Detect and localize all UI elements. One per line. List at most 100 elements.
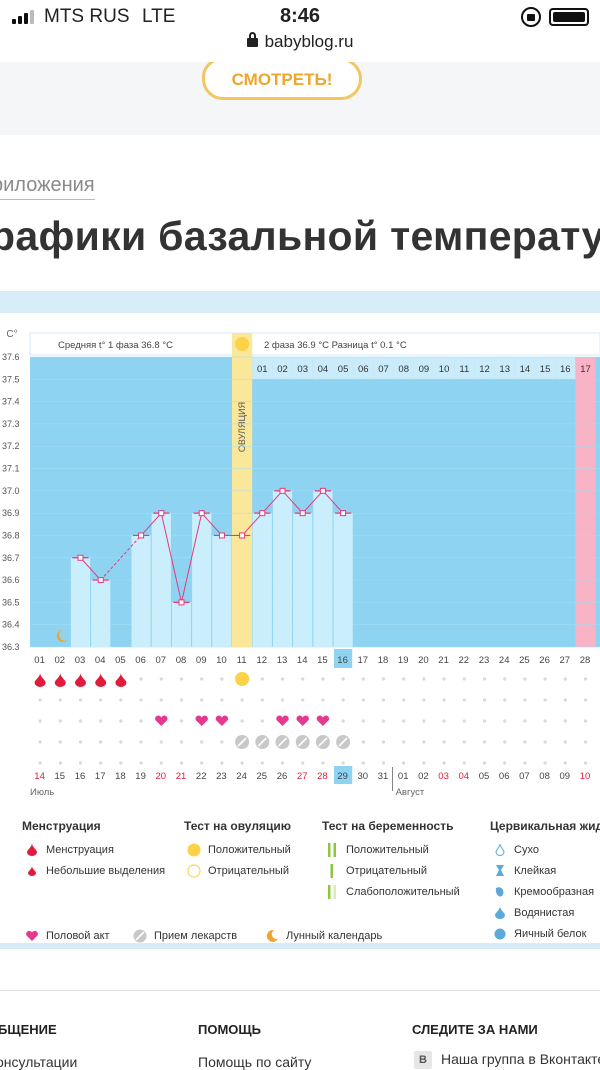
legend-item: Положительный [322,839,460,860]
footer-heading: СЛЕДИТЕ ЗА НАМИ [412,1022,538,1037]
legend-label: Отрицательный [346,864,427,877]
grid-dot [583,761,588,765]
cycle-day-label: 05 [115,655,126,666]
pill-stripe [237,737,247,747]
legend-label: Лунный календарь [286,929,383,942]
phase2-day-label: 13 [499,364,510,375]
phase2-day-label: 14 [520,364,531,375]
calendar-date-label: 21 [176,771,187,782]
grid-dot [139,740,143,744]
grid-dot [442,698,446,702]
cycle-day-label: 18 [378,655,389,666]
calendar-date-label: 27 [297,771,308,782]
temperature-bar [252,513,272,647]
chart-top-band [0,291,600,313]
phase2-day-label: 12 [479,364,490,375]
y-tick-label: 37.5 [2,374,20,384]
legend-label: Прием лекарств [154,929,238,942]
single-stripe-icon [322,863,342,878]
grid-dot [361,740,365,744]
legend-item: Отрицательный [322,860,460,881]
legend-pregnancy-title: Тест на беременность [322,819,454,833]
phase2-day-cell [555,357,576,379]
phase2-day-cell [333,357,354,379]
cycle-day-label: 02 [55,655,66,666]
grid-dot [503,677,507,681]
ovulation-test-icon [235,672,250,686]
calendar-date-label: 10 [580,771,591,782]
calendar-date-label: 06 [499,771,510,782]
grid-dot [563,719,567,723]
phase2-day-label: 09 [419,364,430,375]
promo-banner: СМОТРЕТЬ! [0,62,600,135]
temperature-point [299,510,306,517]
sticky-icon [490,864,510,877]
legend-label: Положительный [208,843,291,856]
drop-icon [95,673,107,687]
grid-dot [38,698,42,702]
grid-dot [402,719,406,723]
weak-stripe-icon [322,884,342,899]
carrier-label: MTS RUS [44,6,130,27]
footer-link-label: Наша группа в Вконтакте [441,1051,600,1067]
phase2-day-cell [494,357,515,379]
footer-link[interactable]: онсультации [0,1054,78,1070]
footer-link[interactable]: Помощь по сайту [198,1054,312,1070]
legend-item: Положительный [184,839,291,860]
temperature-point [340,510,347,517]
y-tick-label: 36.7 [2,553,20,563]
cycle-day-label: 06 [135,655,146,666]
drop-icon [75,673,86,687]
breadcrumb[interactable]: риложения [0,174,95,200]
phase2-day-cell [474,357,495,379]
drop-icon [54,673,66,687]
grid-dot [179,761,184,765]
circle-outline-icon [184,863,204,878]
grid-dot [462,677,466,681]
grid-dot [78,740,83,744]
temperature-bar [272,490,293,647]
phase2-average: 2 фаза 36.9 °C Разница t° 0.1 °C [264,340,407,351]
ovulation-label: ОВУЛЯЦИЯ [237,402,247,452]
legend-item: Половой акт [22,925,130,946]
temperature-point [319,487,326,494]
legend-label: Слабоположительный [346,885,460,898]
grid-dot [179,677,184,681]
legend-item: Слабоположительный [322,881,460,902]
heart-icon [276,715,289,726]
heart-icon [316,715,330,726]
grid-dot [361,761,365,765]
legend-item: Клейкая [490,860,600,881]
footer-link-vk[interactable]: В Наша группа в Вконтакте [414,1051,600,1070]
phase2-day-cell [434,357,455,379]
grid-dot [523,698,527,702]
grid-dot [159,698,163,702]
phase2-day-cell [393,357,414,379]
today-highlight [334,766,353,784]
grid-dot [503,740,507,744]
phase2-day-label: 17 [580,364,591,375]
phase2-day-label: 05 [338,364,349,375]
grid-dot [482,698,487,702]
grid-dot [200,740,204,744]
grid-dot [503,761,507,765]
url-bar[interactable]: babyblog.ru [0,32,600,58]
moon-icon [262,929,282,943]
legend-item: Сухо [490,839,600,860]
temperature-point [239,532,246,539]
grid-dot [58,761,62,765]
grid-dot [119,761,123,765]
temperature-bar [313,490,333,647]
cycle-day-label: 22 [459,655,470,666]
footer-heading: ПОМОЩЬ [198,1022,261,1037]
cycle-day-label: 09 [196,655,207,666]
heart-icon [22,930,42,942]
phase2-day-cell [514,357,535,379]
heart-icon [155,715,168,726]
grid-dot [301,677,305,681]
grid-dot [321,761,325,765]
phase2-day-label: 04 [318,364,329,375]
legend-label: Половой акт [46,929,110,942]
watch-button[interactable]: СМОТРЕТЬ! [202,62,362,100]
grid-dot [563,698,567,702]
